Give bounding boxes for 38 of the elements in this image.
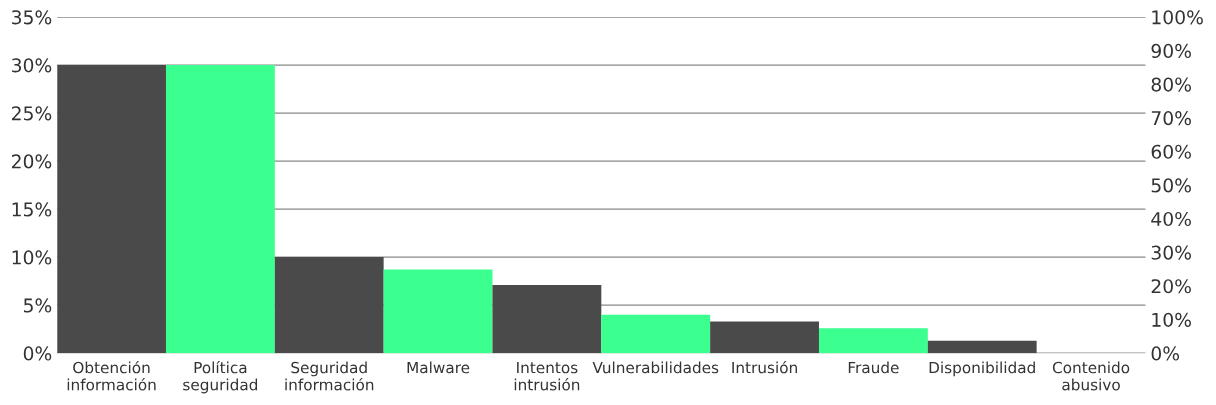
- bar: [274, 257, 384, 354]
- bar: [710, 321, 819, 354]
- y2-tick-label: 70%: [1151, 111, 1191, 126]
- x-tick-label: Contenido abusivo: [1052, 361, 1130, 391]
- bar: [57, 65, 166, 354]
- y-tick-label: 10%: [12, 250, 52, 265]
- x-tick-label: Intentos intrusión: [514, 361, 580, 391]
- bar: [818, 328, 928, 354]
- x-tick-label: Vulnerabilidades: [592, 361, 719, 374]
- y-tick-label: 20%: [11, 154, 52, 169]
- y2-tick-label: 20%: [1151, 279, 1191, 294]
- x-tick-label: Política seguridad: [183, 360, 258, 394]
- bar: [492, 284, 602, 354]
- y2-tick-label: 40%: [1151, 211, 1191, 227]
- y2-tick-label: 10%: [1152, 312, 1191, 327]
- y2-tick-label: 90%: [1151, 43, 1191, 59]
- y2-tick-label: 100%: [1152, 10, 1203, 25]
- x-tick-label: Disponibilidad: [929, 361, 1035, 377]
- y2-tick-label: 30%: [1151, 245, 1191, 260]
- y-tick-label: 0%: [23, 346, 52, 361]
- x-tick-label: Obtención información: [67, 360, 156, 391]
- bar: [601, 314, 711, 354]
- x-tick-label: Malware: [407, 361, 470, 374]
- x-tick-label: Intrusión: [732, 360, 797, 374]
- y-tick-label: 25%: [11, 106, 52, 121]
- x-tick-label: Fraude: [848, 361, 899, 374]
- y-tick-label: 35%: [12, 10, 52, 25]
- y2-tick-label: 50%: [1151, 178, 1191, 193]
- y-tick-label: 15%: [12, 202, 52, 217]
- bar: [165, 65, 275, 354]
- y-tick-label: 30%: [12, 58, 52, 73]
- y-tick-label: 5%: [23, 298, 52, 313]
- bar: [383, 269, 493, 354]
- y2-tick-label: 0%: [1151, 346, 1180, 361]
- x-tick-label: Seguridad información: [285, 361, 374, 391]
- y2-tick-label: 60%: [1151, 144, 1191, 159]
- y2-tick-label: 80%: [1151, 77, 1191, 92]
- bar: [927, 340, 1037, 354]
